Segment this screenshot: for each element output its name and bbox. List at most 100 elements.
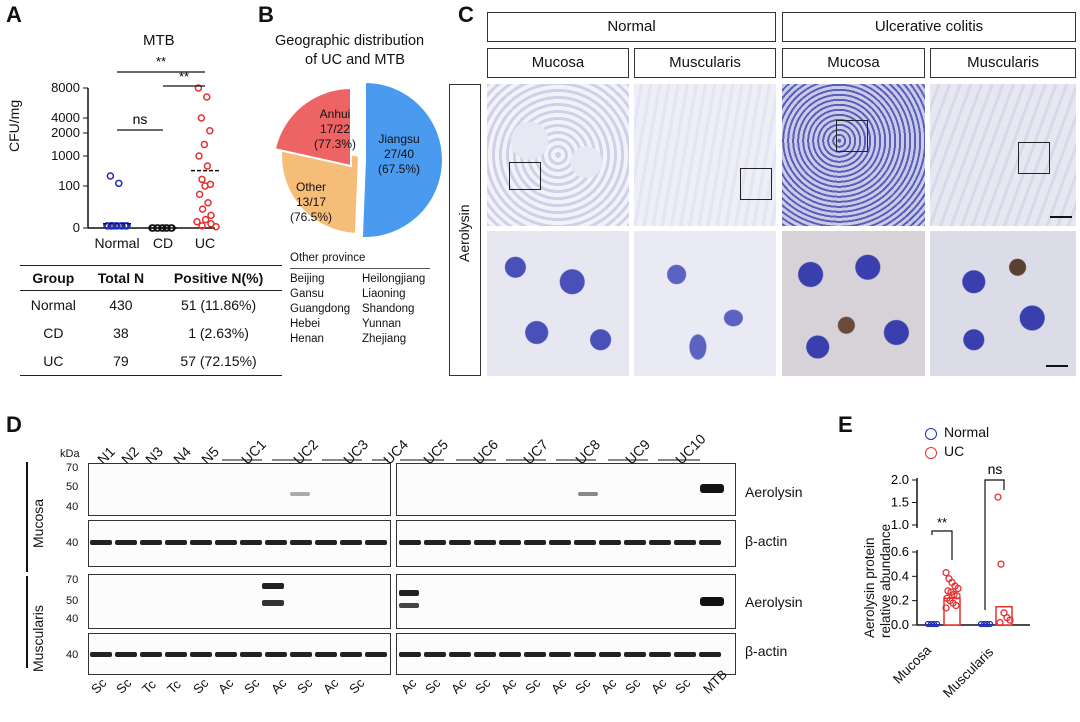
pie-chart <box>273 80 444 239</box>
data-point <box>942 569 950 577</box>
data-point <box>994 493 1002 501</box>
blot-mucosa-aerolysin-left <box>88 463 391 516</box>
data-point <box>200 140 209 149</box>
band <box>340 652 362 657</box>
label-actin-mucosa: β-actin <box>745 533 788 549</box>
table-header: Total N <box>86 265 156 291</box>
data-point <box>123 222 131 230</box>
table-cell: 1 (2.63%) <box>188 325 249 341</box>
micrograph-normal-muscularis <box>634 84 776 226</box>
data-point <box>204 199 212 207</box>
band <box>549 652 571 657</box>
panel-a-label: A <box>6 2 22 27</box>
table-cell: 430 <box>109 297 133 313</box>
pie-slice <box>360 80 444 239</box>
band <box>140 652 162 657</box>
band <box>290 540 312 545</box>
band <box>700 484 724 493</box>
data-point <box>201 182 209 190</box>
pie-label-anhui: Anhui 17/22 (77.3%) <box>314 107 357 151</box>
micrograph-normal-mucosa-zoom <box>487 231 629 376</box>
marker-70: 70 <box>66 574 79 586</box>
y-tick-label: 1.5 <box>891 495 909 510</box>
band <box>290 652 312 657</box>
band <box>399 652 421 657</box>
blot-mucosa-aerolysin-right <box>396 463 736 516</box>
data-point <box>983 620 991 628</box>
data-point <box>207 211 215 220</box>
data-point <box>977 620 985 628</box>
band <box>399 540 421 545</box>
data-point <box>198 222 206 230</box>
panel-b-title-1: Geographic distribution <box>275 33 425 49</box>
data-point <box>106 172 115 180</box>
label-aerolysin-mucosa: Aerolysin <box>745 484 803 500</box>
data-point <box>997 560 1005 568</box>
band <box>474 540 496 545</box>
y-tick-label: 8000 <box>51 80 80 95</box>
band <box>499 652 521 657</box>
table-row: CD 38 1 (2.63%) <box>20 319 282 347</box>
band <box>399 590 419 596</box>
row-label-box <box>449 84 481 376</box>
micrograph-uc-mucosa-zoom <box>782 231 925 376</box>
band <box>115 540 137 545</box>
panel-b-label: B <box>258 2 274 27</box>
band <box>399 603 419 608</box>
pie-label-jiangsu: Jiangsu 27/40 (67.5%) <box>378 132 421 176</box>
y-tick-label: 0.4 <box>891 568 909 583</box>
header-muscularis-uc: Muscularis <box>930 48 1076 78</box>
data-point <box>197 114 206 122</box>
data-point <box>104 222 112 230</box>
data-point <box>953 592 961 600</box>
band <box>165 652 187 657</box>
data-point <box>201 215 210 224</box>
data-point <box>980 620 988 628</box>
data-point <box>198 175 206 184</box>
data-point <box>212 222 220 231</box>
band <box>524 652 546 657</box>
inset-box <box>740 168 772 200</box>
table-row: UC 79 57 (72.15%) <box>20 347 282 376</box>
data-point <box>930 620 938 628</box>
band <box>700 597 724 606</box>
band <box>140 540 162 545</box>
band <box>549 540 571 545</box>
inset-box <box>836 120 868 152</box>
divider <box>26 462 28 572</box>
table-cell: 38 <box>113 325 129 341</box>
sig-label: ** <box>156 54 166 69</box>
panel-d-label: D <box>6 412 22 437</box>
data-point <box>933 620 941 628</box>
band <box>599 540 621 545</box>
band <box>578 492 598 496</box>
band <box>165 540 187 545</box>
band <box>599 652 621 657</box>
data-point <box>159 224 167 232</box>
inset-box <box>1018 142 1050 174</box>
header-mucosa-uc: Mucosa <box>782 48 925 78</box>
band <box>424 540 446 545</box>
scale-bar <box>1046 365 1068 367</box>
data-point <box>195 190 204 199</box>
band <box>624 540 646 545</box>
data-point <box>942 604 950 612</box>
table-header: Positive N(%) <box>155 265 282 291</box>
micrograph-normal-mucosa <box>487 84 629 226</box>
inset-box <box>509 162 541 190</box>
band <box>290 492 310 496</box>
band <box>649 540 671 545</box>
band <box>262 583 284 589</box>
panel-b-title-2: of UC and MTB <box>305 52 405 68</box>
micrograph-normal-muscularis-zoom <box>634 231 776 376</box>
y-tick-label: 1.0 <box>891 517 909 532</box>
blot-muscularis-aerolysin-right <box>396 574 736 629</box>
data-point <box>109 222 117 230</box>
band <box>674 652 696 657</box>
data-point <box>198 205 207 213</box>
table-cell: 79 <box>86 347 156 376</box>
band <box>574 652 596 657</box>
band <box>240 652 262 657</box>
data-point <box>193 217 201 226</box>
